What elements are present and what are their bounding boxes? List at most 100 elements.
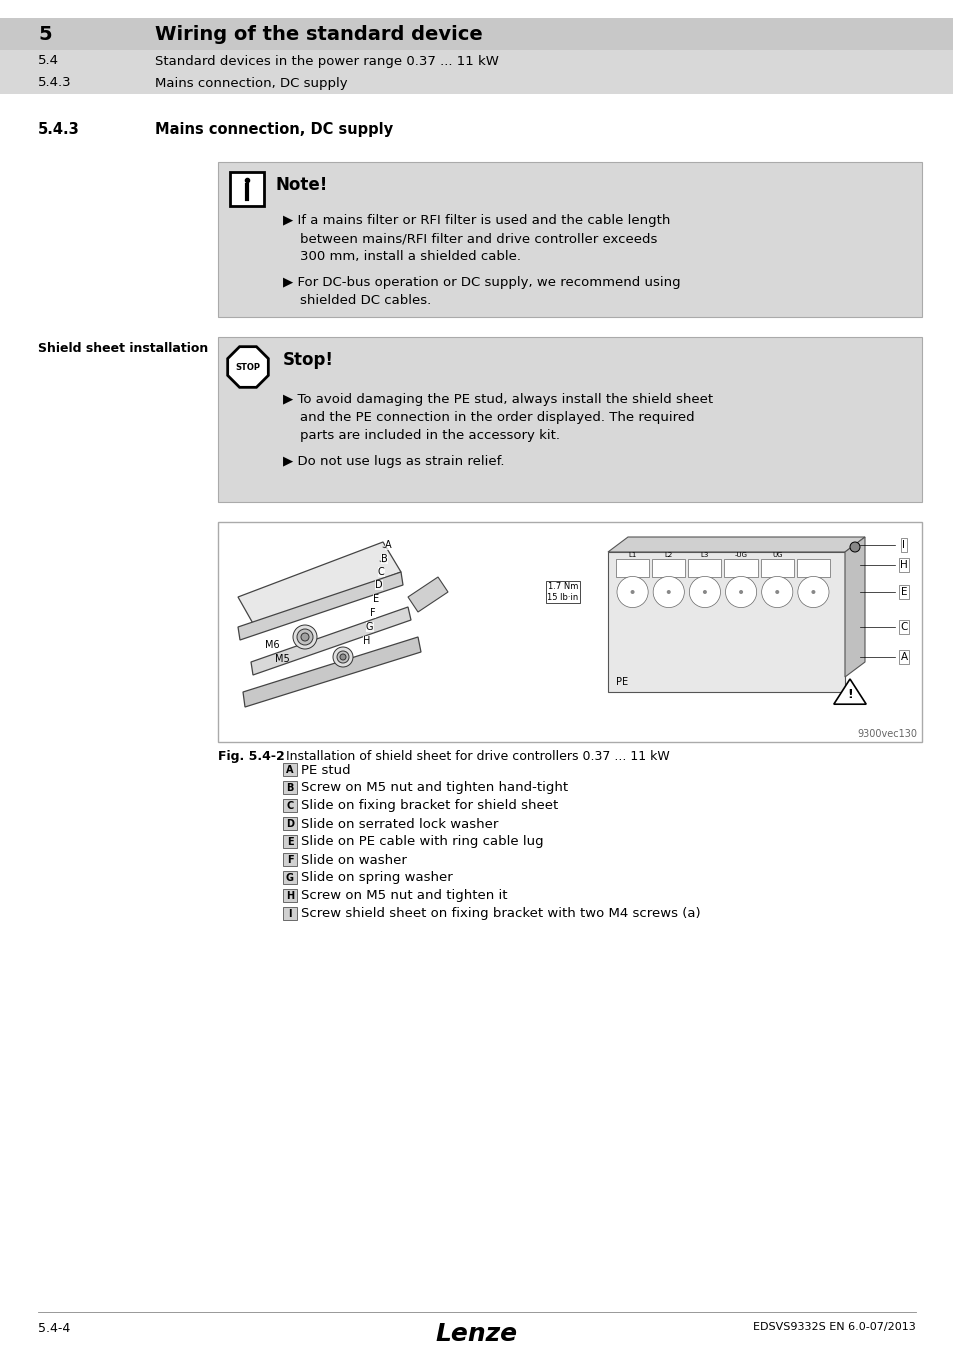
Circle shape	[689, 576, 720, 608]
Text: A: A	[900, 652, 906, 662]
Text: Screw on M5 nut and tighten it: Screw on M5 nut and tighten it	[301, 890, 507, 903]
Text: E: E	[900, 587, 906, 597]
Bar	[283, 890, 296, 902]
Text: Standard devices in the power range 0.37 ... 11 kW: Standard devices in the power range 0.37…	[154, 54, 498, 68]
Text: E: E	[373, 594, 378, 603]
Circle shape	[666, 590, 670, 594]
Text: Slide on fixing bracket for shield sheet: Slide on fixing bracket for shield sheet	[301, 799, 558, 813]
Text: 9300vec130: 9300vec130	[856, 729, 916, 738]
Text: 1.7 Nm
15 lb·in: 1.7 Nm 15 lb·in	[547, 582, 578, 602]
Text: STOP: STOP	[235, 363, 260, 371]
Bar	[283, 871, 296, 884]
Text: C: C	[286, 801, 294, 811]
Polygon shape	[251, 608, 411, 675]
Polygon shape	[408, 576, 448, 612]
Bar	[283, 836, 296, 848]
Circle shape	[333, 647, 353, 667]
Text: Note!: Note!	[275, 176, 328, 194]
Bar	[688, 559, 720, 576]
Text: H: H	[286, 891, 294, 900]
Bar	[0, 18, 953, 50]
Text: B: B	[380, 554, 387, 564]
Bar	[723, 559, 757, 576]
Bar	[283, 763, 296, 776]
Text: 5.4.3: 5.4.3	[38, 122, 80, 136]
Text: E: E	[287, 837, 293, 846]
Bar	[652, 559, 684, 576]
Text: Installation of shield sheet for drive controllers 0.37 ... 11 kW: Installation of shield sheet for drive c…	[286, 751, 669, 763]
Text: 5: 5	[38, 24, 51, 43]
Text: Fig. 5.4-2: Fig. 5.4-2	[218, 751, 284, 763]
Bar	[283, 782, 296, 794]
Circle shape	[760, 576, 792, 608]
Text: H: H	[363, 636, 370, 647]
Circle shape	[293, 625, 316, 649]
Bar	[230, 171, 264, 207]
Text: B: B	[286, 783, 294, 792]
Text: D: D	[286, 819, 294, 829]
Circle shape	[617, 576, 647, 608]
Polygon shape	[844, 537, 864, 676]
Text: Wiring of the standard device: Wiring of the standard device	[154, 24, 482, 43]
Text: PE stud: PE stud	[301, 764, 351, 776]
Text: M5: M5	[274, 653, 290, 664]
Text: 5.4.3: 5.4.3	[38, 77, 71, 89]
Bar	[283, 817, 296, 830]
Bar	[218, 162, 921, 317]
Bar	[796, 559, 829, 576]
Bar	[218, 338, 921, 502]
Text: Slide on serrated lock washer: Slide on serrated lock washer	[301, 818, 497, 830]
Text: ▶ To avoid damaging the PE stud, always install the shield sheet
    and the PE : ▶ To avoid damaging the PE stud, always …	[283, 393, 713, 441]
Text: EDSVS9332S EN 6.0-07/2013: EDSVS9332S EN 6.0-07/2013	[753, 1322, 915, 1332]
Text: D: D	[375, 580, 382, 590]
Bar	[283, 799, 296, 811]
Text: PE: PE	[616, 676, 627, 687]
Text: A: A	[286, 765, 294, 775]
Text: Slide on spring washer: Slide on spring washer	[301, 872, 453, 884]
Polygon shape	[237, 541, 400, 626]
Text: UG: UG	[771, 552, 781, 558]
Text: -UG: -UG	[734, 552, 747, 558]
Circle shape	[797, 576, 828, 608]
Circle shape	[811, 590, 815, 594]
Bar	[607, 552, 844, 693]
Circle shape	[336, 651, 349, 663]
Text: Slide on PE cable with ring cable lug: Slide on PE cable with ring cable lug	[301, 836, 543, 849]
Text: ▶ If a mains filter or RFI filter is used and the cable length
    between mains: ▶ If a mains filter or RFI filter is use…	[283, 215, 670, 263]
Circle shape	[702, 590, 706, 594]
Text: Stop!: Stop!	[283, 351, 334, 369]
Text: !: !	[846, 688, 852, 702]
Circle shape	[739, 590, 742, 594]
Text: F: F	[287, 855, 293, 865]
Circle shape	[775, 590, 779, 594]
Bar	[283, 907, 296, 919]
Polygon shape	[607, 537, 864, 552]
Circle shape	[301, 633, 309, 641]
Text: C: C	[377, 567, 384, 576]
Text: Mains connection, DC supply: Mains connection, DC supply	[154, 77, 347, 89]
Bar	[616, 559, 648, 576]
Circle shape	[339, 653, 346, 660]
Circle shape	[630, 590, 634, 594]
Bar	[0, 50, 953, 72]
Text: ▶ For DC-bus operation or DC supply, we recommend using
    shielded DC cables.: ▶ For DC-bus operation or DC supply, we …	[283, 275, 679, 306]
Text: 5.4: 5.4	[38, 54, 59, 68]
Text: L1: L1	[628, 552, 636, 558]
Text: F: F	[370, 608, 375, 618]
Circle shape	[653, 576, 683, 608]
Bar	[283, 853, 296, 865]
Circle shape	[724, 576, 756, 608]
Circle shape	[849, 541, 859, 552]
Text: C: C	[900, 622, 906, 632]
Text: G: G	[286, 873, 294, 883]
Text: L2: L2	[664, 552, 672, 558]
Text: M6: M6	[265, 640, 279, 649]
Polygon shape	[243, 637, 420, 707]
Text: Slide on washer: Slide on washer	[301, 853, 406, 867]
Text: Shield sheet installation: Shield sheet installation	[38, 342, 208, 355]
Polygon shape	[228, 347, 268, 387]
Text: A: A	[385, 540, 392, 549]
Text: Lenze: Lenze	[436, 1322, 517, 1346]
Circle shape	[296, 629, 313, 645]
Bar	[760, 559, 793, 576]
